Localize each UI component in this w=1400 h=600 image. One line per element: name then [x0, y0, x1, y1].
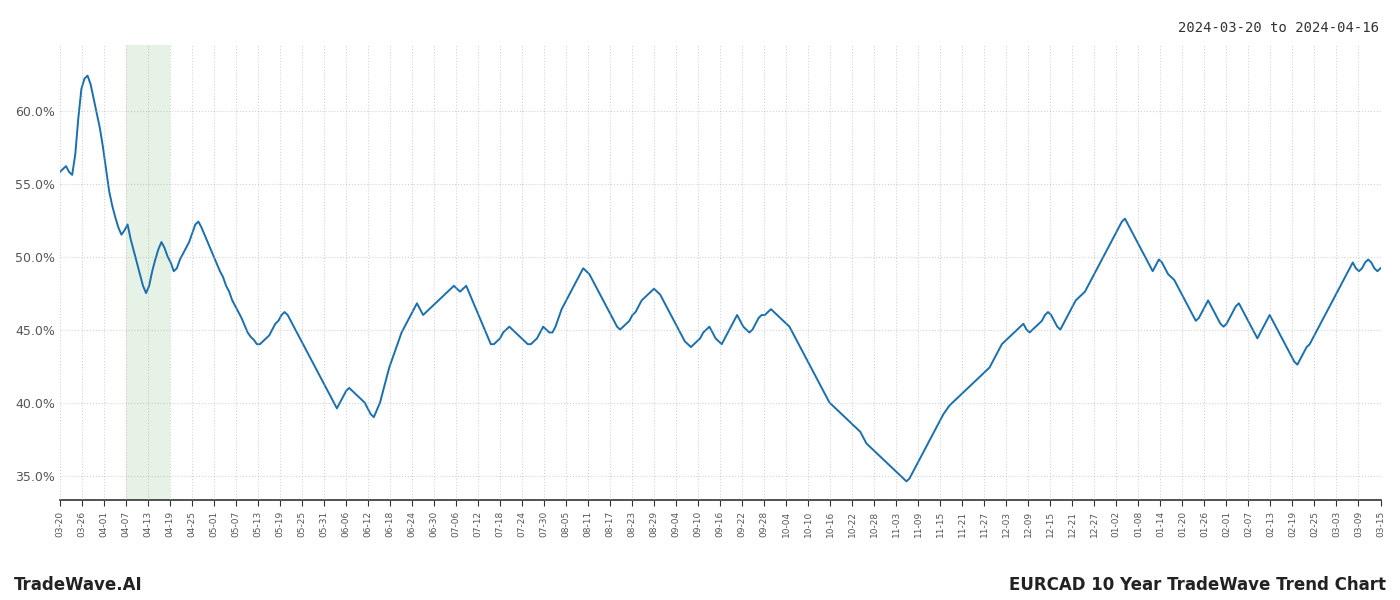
Text: 2024-03-20 to 2024-04-16: 2024-03-20 to 2024-04-16	[1177, 21, 1379, 35]
Text: TradeWave.AI: TradeWave.AI	[14, 576, 143, 594]
Bar	[126, 45, 169, 500]
Text: EURCAD 10 Year TradeWave Trend Chart: EURCAD 10 Year TradeWave Trend Chart	[1009, 576, 1386, 594]
